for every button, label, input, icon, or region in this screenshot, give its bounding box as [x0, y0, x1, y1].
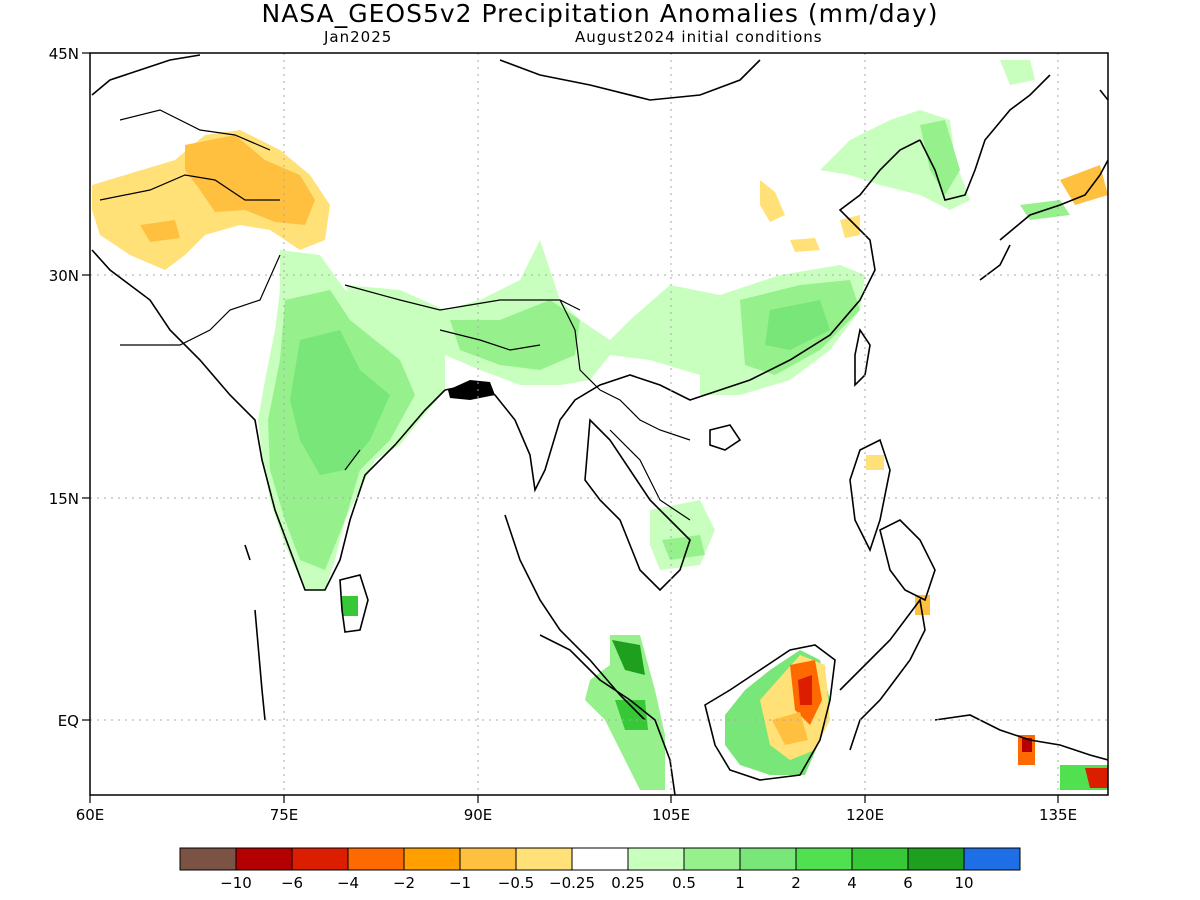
colorbar-label: 2 [791, 874, 801, 892]
colorbar-label: −2 [393, 874, 415, 892]
initial-conditions: August2024 initial conditions [575, 28, 823, 46]
colorbar-label: 1 [735, 874, 745, 892]
colorbar-label: 0.5 [672, 874, 696, 892]
x-tick-label: 135E [1039, 806, 1077, 824]
colorbar-label: 10 [954, 874, 973, 892]
colorbar-swatch [963, 847, 1021, 871]
gridlines [90, 53, 1108, 795]
colorbar-label: −1 [449, 874, 471, 892]
anomaly-fill-layer [92, 60, 1108, 790]
colorbar-swatch [795, 847, 853, 871]
colorbar-label: −0.5 [498, 874, 534, 892]
colorbar-label: 4 [847, 874, 857, 892]
colorbar-label: −0.25 [549, 874, 595, 892]
y-tick-label: EQ [58, 712, 79, 730]
x-tick-label: 90E [464, 806, 493, 824]
forecast-month: Jan2025 [324, 28, 393, 46]
x-tick-label: 75E [270, 806, 299, 824]
y-tick-label: 30N [49, 267, 79, 285]
colorbar-swatch [851, 847, 909, 871]
colorbar-swatch [403, 847, 461, 871]
colorbar-label: −6 [281, 874, 303, 892]
colorbar-swatch [235, 847, 293, 871]
y-tick-label: 15N [49, 490, 79, 508]
x-tick-label: 105E [652, 806, 690, 824]
colorbar-swatch [627, 847, 685, 871]
x-tick-label: 60E [76, 806, 105, 824]
x-tick-label: 120E [846, 806, 884, 824]
colorbar-swatch [739, 847, 797, 871]
colorbar-label: −10 [220, 874, 252, 892]
colorbar-swatch [459, 847, 517, 871]
colorbar-swatch [515, 847, 573, 871]
colorbar-swatch [179, 847, 237, 871]
colorbar-swatch [291, 847, 349, 871]
y-tick-label: 45N [49, 45, 79, 63]
colorbar-label: 6 [903, 874, 913, 892]
colorbar-swatch [907, 847, 965, 871]
colorbar-swatch [683, 847, 741, 871]
colorbar-label: −4 [337, 874, 359, 892]
border-layer [99, 109, 691, 521]
map-title: NASA_GEOS5v2 Precipitation Anomalies (mm… [261, 0, 939, 28]
colorbar-swatch [571, 847, 629, 871]
colorbar-label: 0.25 [611, 874, 644, 892]
axis-ticks [82, 52, 1059, 803]
plot-frame [89, 52, 1109, 796]
coastal-delta-marks [448, 380, 495, 400]
colorbar-swatch [347, 847, 405, 871]
coastline-layer [91, 54, 1108, 795]
colorbar: −10 −6 −4 −2 −1 −0.5 −0.25 0.25 0.5 1 2 4 6 10 [179, 847, 1021, 892]
